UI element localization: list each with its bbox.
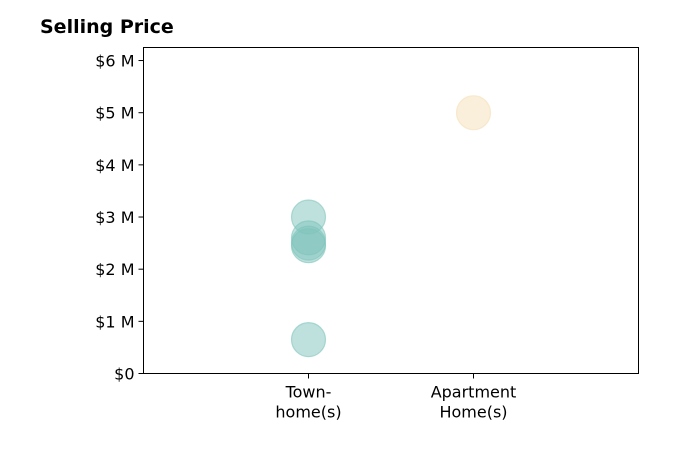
points-layer [290, 95, 492, 358]
data-point-5 [455, 95, 492, 131]
data-point-4 [290, 321, 327, 358]
plot-frame [143, 47, 639, 374]
x-tick-label-0: Town-home(s) [275, 383, 341, 422]
y-tick-label-4: $4 M [95, 156, 134, 175]
y-axis: $0 $1 M $2 M $3 M $4 M $5 M $6 M [95, 52, 144, 384]
y-tick-label-2: $2 M [95, 260, 134, 279]
chart-title: Selling Price [40, 16, 174, 38]
y-tick-label-5: $5 M [95, 104, 134, 123]
data-point-3 [290, 228, 327, 264]
x-axis: Town-home(s) Apartment Home(s) [275, 373, 517, 422]
y-tick-label-3: $3 M [95, 208, 134, 227]
y-tick-label-0: $0 [114, 365, 134, 384]
y-tick-label-6: $6 M [95, 52, 134, 71]
y-tick-label-1: $1 M [95, 312, 134, 331]
x-tick-label-1: Apartment Home(s) [431, 383, 517, 422]
